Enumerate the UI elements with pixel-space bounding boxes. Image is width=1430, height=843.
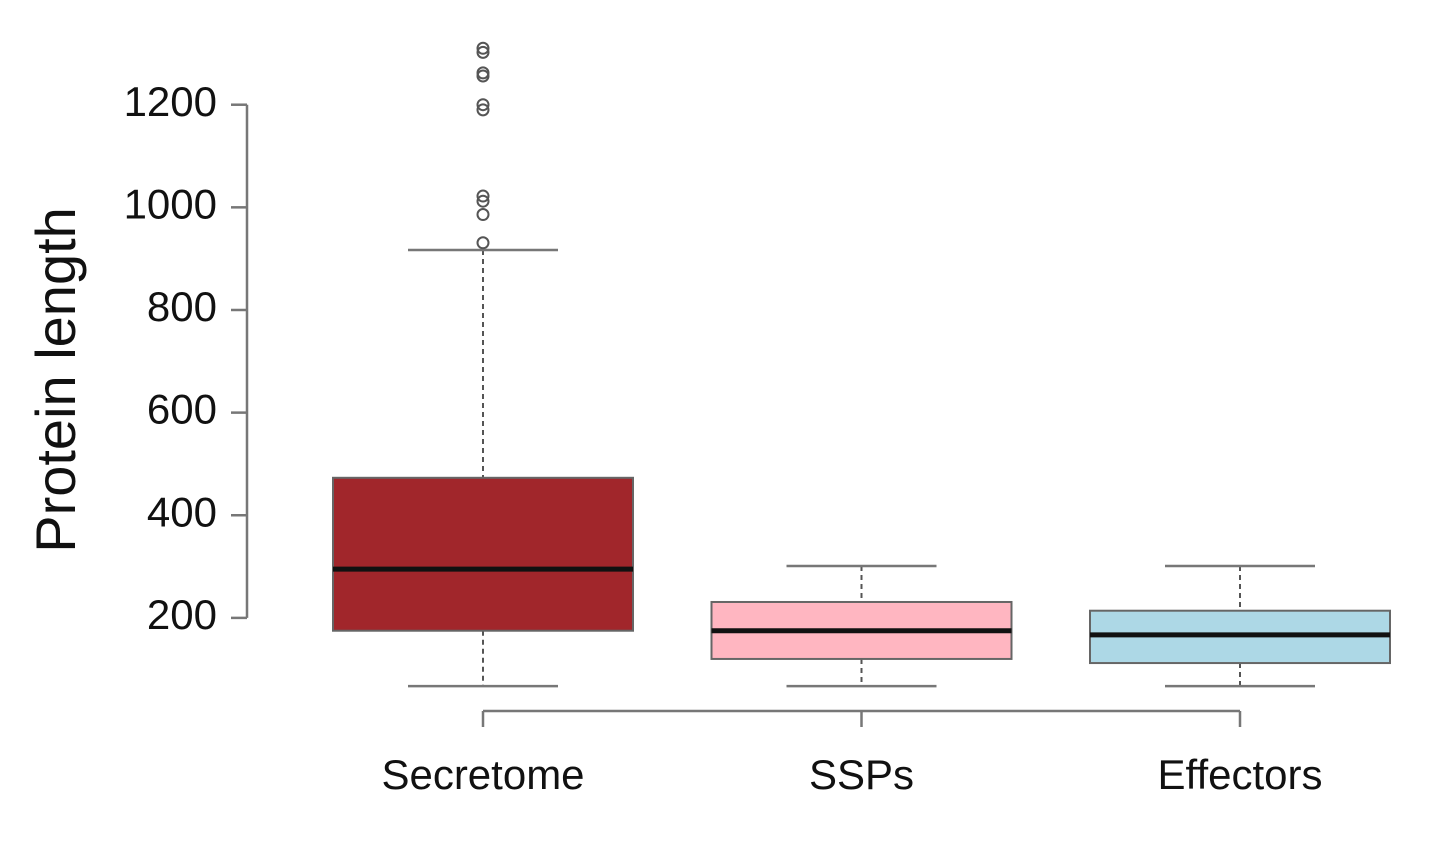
y-tick-label: 1000 (124, 180, 217, 227)
y-axis-title: Protein length (24, 207, 87, 553)
outlier (476, 236, 490, 250)
x-tick-label: Effectors (1158, 751, 1323, 798)
outlier (476, 45, 490, 59)
outlier (476, 103, 490, 117)
outlier (476, 98, 490, 112)
box (332, 476, 634, 632)
outlier (476, 41, 490, 55)
outlier (476, 194, 490, 208)
y-tick-label: 800 (147, 283, 217, 330)
y-tick-label: 600 (147, 386, 217, 433)
x-tick-label: SSPs (809, 751, 914, 798)
y-tick-label: 1200 (124, 78, 217, 125)
y-tick-label: 200 (147, 591, 217, 638)
outlier (476, 208, 490, 222)
y-tick-label: 400 (147, 488, 217, 535)
outlier (476, 189, 490, 203)
x-tick-label: Secretome (381, 751, 584, 798)
outlier (476, 69, 490, 83)
